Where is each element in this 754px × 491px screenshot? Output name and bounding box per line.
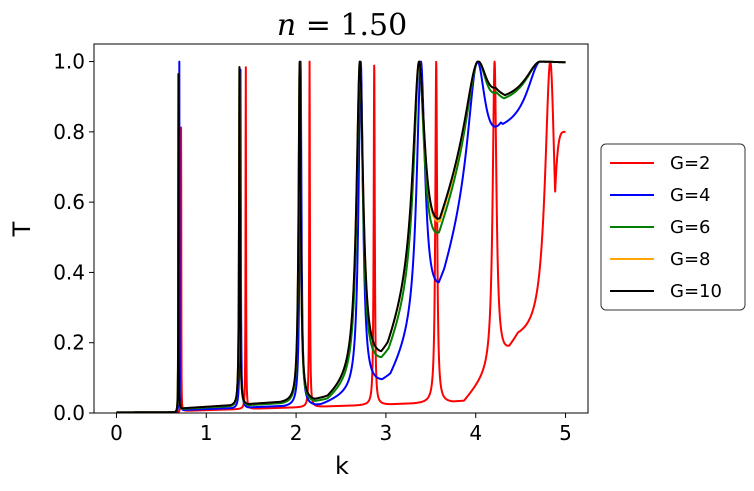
series-line-g-10 <box>115 60 567 413</box>
series-layer <box>115 60 567 413</box>
plot-frame <box>93 43 589 414</box>
y-tick-label: 0.6 <box>53 190 85 214</box>
y-tick-label: 0.8 <box>53 120 85 144</box>
chart-title-var: n <box>277 8 296 43</box>
y-tick-label: 0.2 <box>53 331 85 355</box>
legend: G=2 G=4 G=6 G=8 G=10 <box>600 143 746 311</box>
chart-title: n = 1.50 <box>277 8 407 43</box>
x-tick-label: 5 <box>559 421 572 445</box>
y-tick-label: 0.4 <box>53 260 85 284</box>
series-line-g-2 <box>115 60 567 413</box>
y-axis-ticks: 0.0 0.2 0.4 0.6 0.8 1.0 <box>53 50 94 425</box>
x-tick-label: 4 <box>469 421 482 445</box>
x-axis-label: k <box>335 452 349 480</box>
legend-label: G=4 <box>670 185 710 206</box>
x-tick-label: 0 <box>110 421 123 445</box>
legend-label: G=6 <box>670 217 710 238</box>
series-line-g-4 <box>115 60 567 413</box>
y-axis-label: T <box>8 221 36 237</box>
x-tick-label: 3 <box>380 421 393 445</box>
legend-box <box>600 143 746 311</box>
y-tick-label: 0.0 <box>53 401 85 425</box>
legend-label: G=10 <box>670 281 722 302</box>
x-tick-label: 1 <box>200 421 213 445</box>
x-axis-ticks: 0 1 2 3 4 5 <box>110 413 572 445</box>
legend-label: G=8 <box>670 249 710 270</box>
x-tick-label: 2 <box>290 421 303 445</box>
legend-label: G=2 <box>670 153 710 174</box>
chart-title-rest: = 1.50 <box>296 8 407 43</box>
y-tick-label: 1.0 <box>53 50 85 74</box>
